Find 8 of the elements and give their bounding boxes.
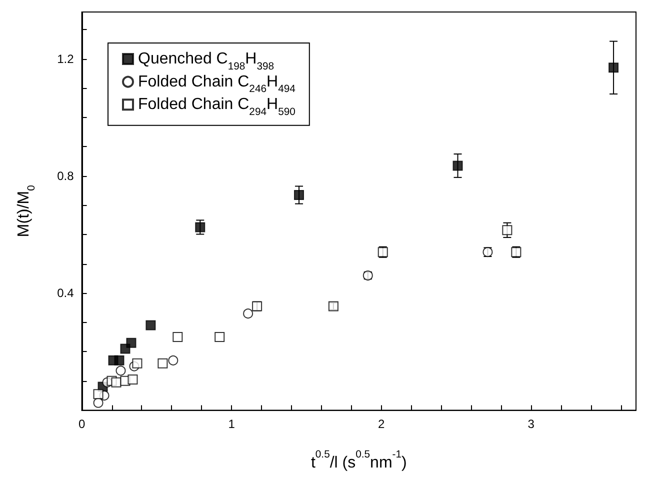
- y-tick-label: 1.2: [57, 52, 74, 66]
- x-tick-label: 3: [528, 417, 535, 432]
- y-axis-title: M(t)/M0: [16, 184, 38, 238]
- x-tick-label: 1: [228, 417, 236, 432]
- y-tick-label: 0.8: [57, 168, 74, 183]
- x-tick-label: 0: [78, 417, 86, 432]
- y-tick-label: 0.4: [57, 286, 74, 300]
- x-tick-label: 2: [378, 417, 386, 432]
